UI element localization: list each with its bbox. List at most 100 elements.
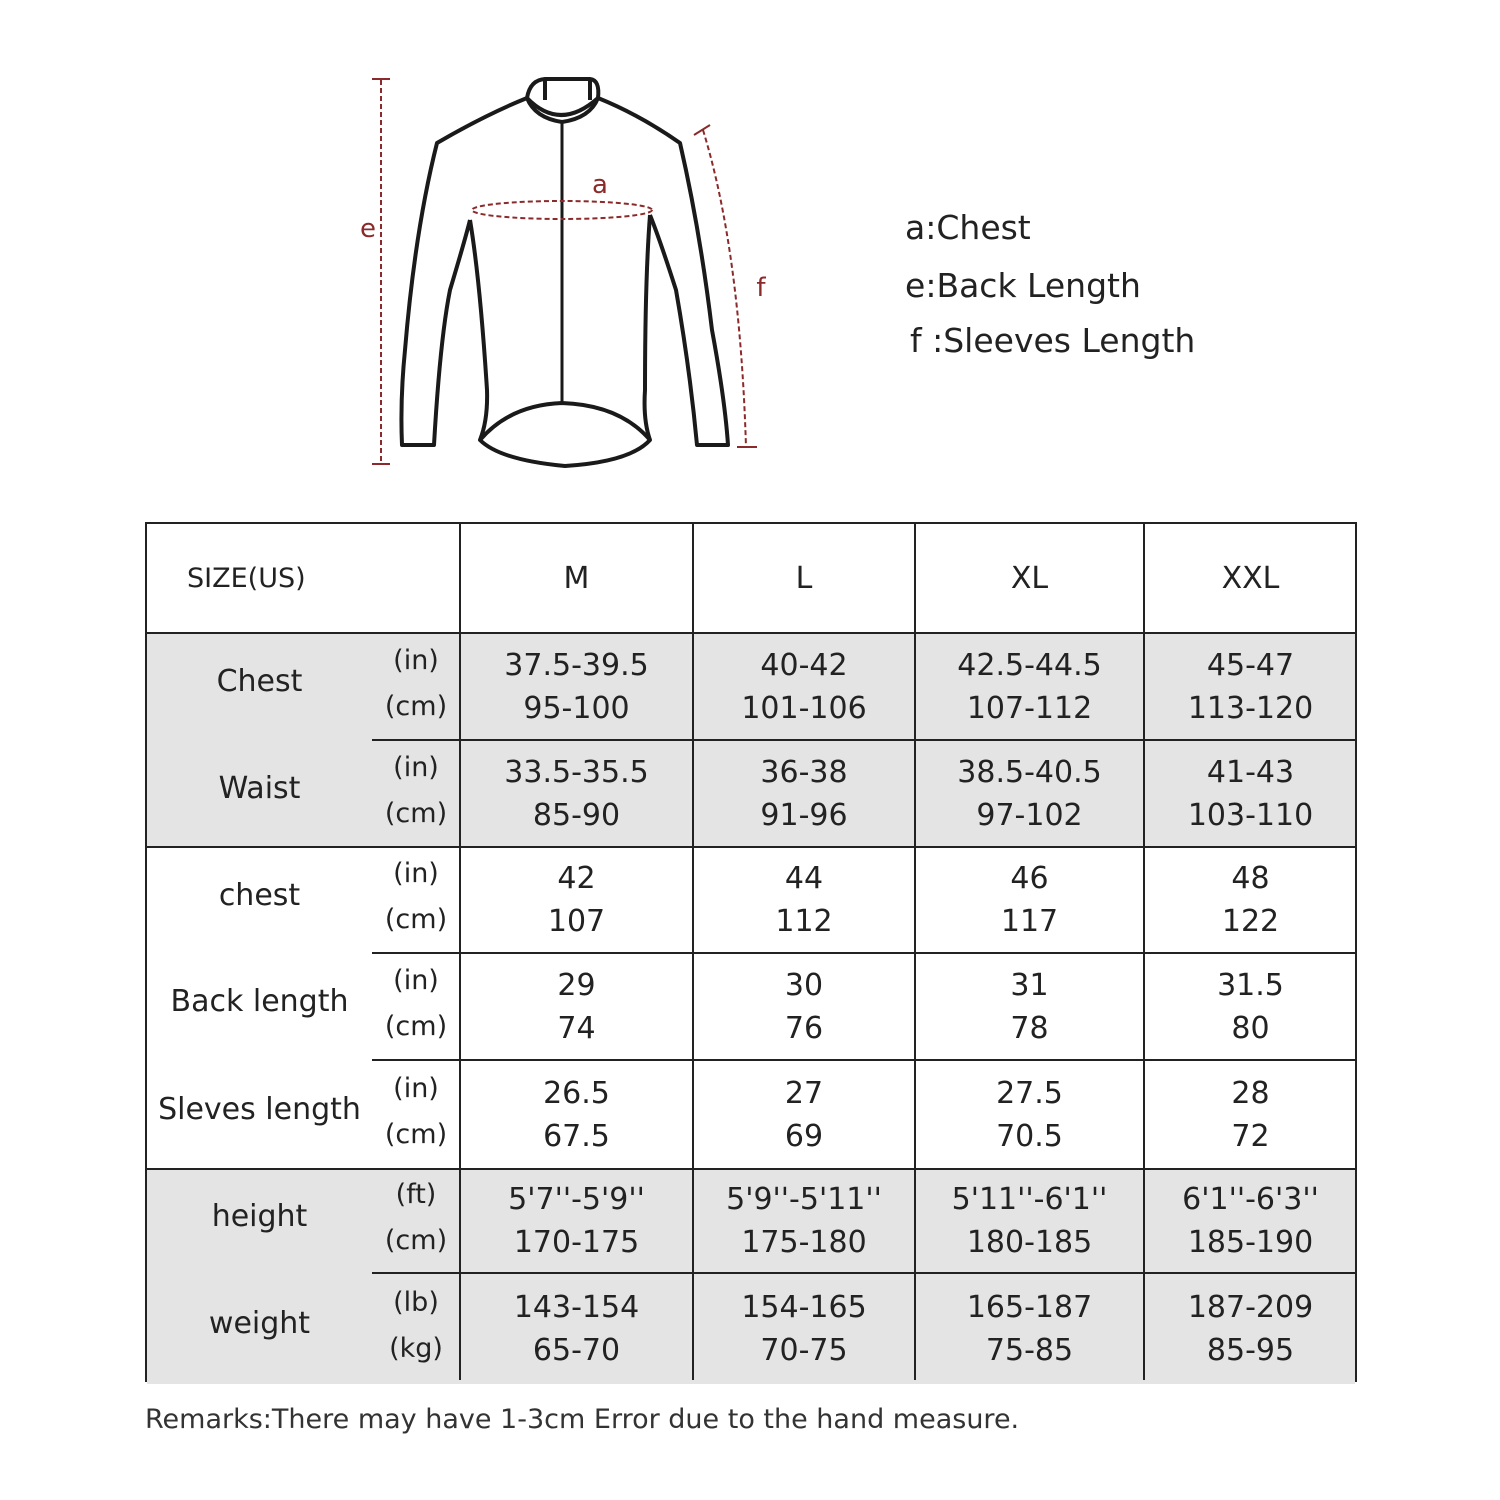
column-divider	[1143, 524, 1145, 1380]
row-label: Chest	[216, 664, 303, 699]
legend-sep: :	[925, 266, 937, 305]
unit-labels: (in) (cm)	[372, 630, 460, 737]
cell-value: 91-96	[760, 797, 848, 833]
row-divider	[372, 739, 1355, 741]
legend-key: f	[910, 321, 922, 360]
cell-value: 65-70	[532, 1332, 621, 1368]
legend-sep: :	[921, 321, 944, 360]
cell-value: 107-112	[966, 690, 1093, 726]
table-cell: 28 72	[1144, 1060, 1357, 1169]
cell-value: 38.5-40.5	[957, 754, 1102, 790]
cell-value: 180-185	[966, 1225, 1093, 1260]
row-group	[147, 1169, 1355, 1384]
cell-value: 113-120	[1187, 690, 1314, 726]
cell-value: 69	[784, 1118, 824, 1154]
cell-value: 48	[1231, 861, 1270, 896]
row-label: height	[211, 1198, 308, 1234]
cell-value: 5'7''-5'9''	[508, 1182, 645, 1217]
legend-text: Chest	[936, 208, 1031, 247]
unit-labels: (lb) (kg)	[372, 1270, 460, 1381]
unit-labels: (in) (cm)	[372, 844, 460, 950]
table-cell: 48 122	[1144, 847, 1357, 953]
row-label: chest	[218, 877, 301, 913]
table-cell: 30 76	[693, 953, 915, 1060]
table-cell: 27.5 70.5	[915, 1060, 1144, 1169]
measure-lines	[372, 78, 757, 465]
cell-value: 27	[784, 1075, 824, 1111]
table-cell: 37.5-39.5 95-100	[460, 633, 693, 740]
unit-labels: (in) (cm)	[372, 737, 460, 844]
row-label: Back length	[170, 984, 349, 1019]
cell-value: 37.5-39.5	[504, 647, 649, 683]
cell-value: 101-106	[741, 690, 867, 726]
row-label: Waist	[218, 771, 301, 806]
unit-labels: (in) (cm)	[372, 1057, 460, 1166]
cell-value: 72	[1231, 1118, 1270, 1154]
cell-value: 107	[547, 904, 606, 939]
cell-value: 97-102	[976, 797, 1083, 833]
table-cell: 29 74	[460, 953, 693, 1060]
cell-value: 85-90	[532, 797, 621, 833]
table-cell: 165-187 75-85	[915, 1273, 1144, 1384]
cell-value: 36-38	[760, 754, 848, 790]
row-divider	[372, 952, 1355, 954]
table-cell: 5'11''-6'1'' 180-185	[915, 1169, 1144, 1273]
unit-label: (in)	[393, 858, 439, 889]
table-cell: 45-47 113-120	[1144, 633, 1357, 740]
table-cell: 38.5-40.5 97-102	[915, 740, 1144, 847]
cell-value: 143-154	[513, 1289, 640, 1325]
legend-text: Back Length	[936, 266, 1141, 305]
cell-value: 6'1''-6'3''	[1182, 1182, 1319, 1217]
cell-value: 45-47	[1206, 647, 1295, 683]
group-divider	[147, 632, 1355, 634]
unit-label: (cm)	[384, 1118, 448, 1150]
table-cell: 6'1''-6'3'' 185-190	[1144, 1169, 1357, 1273]
legend-sep: :	[925, 208, 937, 247]
cell-value: 67.5	[543, 1118, 610, 1154]
unit-label: (in)	[393, 964, 439, 996]
header-size-xxl: XXL	[1221, 561, 1280, 596]
header-size-label: SIZE(US)	[187, 563, 306, 594]
table-cell: 33.5-35.5 85-90	[460, 740, 693, 847]
table-cell: 41-43 103-110	[1144, 740, 1357, 847]
table-cell: 31 78	[915, 953, 1144, 1060]
unit-label: (cm)	[384, 690, 448, 722]
cell-value: 5'11''-6'1''	[951, 1182, 1108, 1217]
cell-value: 165-187	[966, 1289, 1093, 1325]
table-cell: 5'9''-5'11'' 175-180	[693, 1169, 915, 1273]
size-table: SIZE(US) M L XL XXL Chest (in) (cm) 37.5-39.5 95-…	[145, 522, 1357, 1384]
legend-chest: a:Chest	[905, 208, 1031, 247]
table-cell: 44 112	[693, 847, 915, 953]
legend-key: a	[905, 208, 926, 247]
unit-label: (ft)	[395, 1179, 437, 1210]
table-cell: 5'7''-5'9'' 170-175	[460, 1169, 693, 1273]
table-cell: 27 69	[693, 1060, 915, 1169]
cell-value: 42	[557, 861, 596, 896]
row-divider	[372, 1059, 1355, 1061]
cell-value: 95-100	[523, 690, 630, 726]
unit-label: (cm)	[384, 904, 448, 935]
unit-label: (kg)	[389, 1332, 443, 1364]
cell-value: 28	[1231, 1075, 1270, 1111]
group-divider	[147, 846, 1355, 848]
cell-value: 154-165	[741, 1289, 867, 1325]
cell-value: 75-85	[985, 1332, 1074, 1368]
group-divider	[147, 1168, 1355, 1170]
header-size-m: M	[563, 561, 590, 596]
column-divider	[459, 524, 461, 1380]
header-size-l: L	[795, 561, 813, 596]
unit-label: (in)	[393, 751, 439, 783]
unit-label: (cm)	[384, 1010, 448, 1042]
legend-back-length: e:Back Length	[905, 266, 1141, 305]
cell-value: 80	[1231, 1010, 1270, 1046]
label-e: e	[360, 214, 376, 244]
column-divider	[692, 524, 694, 1380]
cell-value: 31	[1010, 967, 1049, 1003]
unit-labels: (ft) (cm)	[372, 1166, 460, 1270]
unit-label: (in)	[393, 1072, 439, 1104]
unit-label: (lb)	[393, 1286, 439, 1318]
cell-value: 78	[1010, 1010, 1049, 1046]
table-cell: 143-154 65-70	[460, 1273, 693, 1384]
cell-value: 112	[775, 904, 833, 939]
cell-value: 170-175	[513, 1225, 640, 1260]
